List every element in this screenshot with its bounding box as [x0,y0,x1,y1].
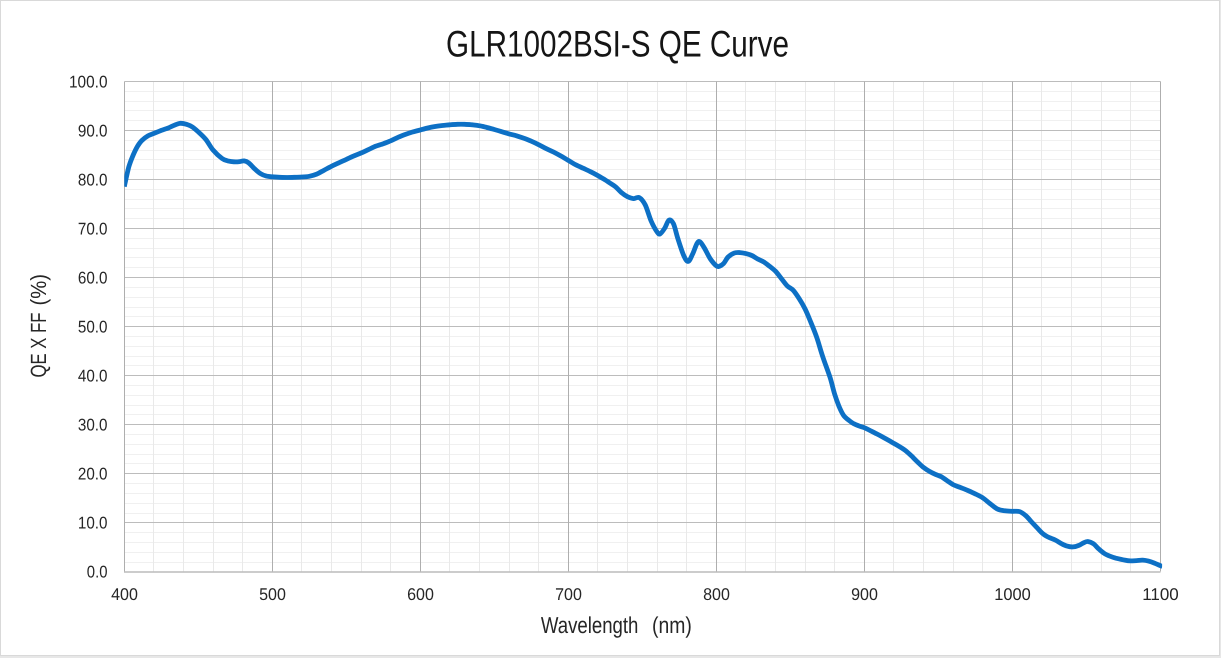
svg-text:20.0: 20.0 [78,465,108,484]
svg-text:Wavelength: Wavelength [541,612,639,638]
svg-text:60.0: 60.0 [78,269,108,288]
svg-text:GLR1002BSI-S QE Curve: GLR1002BSI-S QE Curve [446,24,789,65]
svg-text:900: 900 [851,585,878,604]
svg-text:30.0: 30.0 [78,416,108,435]
svg-text:0.0: 0.0 [87,563,108,582]
svg-text:80.0: 80.0 [78,171,108,190]
svg-text:1000: 1000 [994,585,1031,604]
svg-text:QE X FF: QE X FF [26,313,51,378]
svg-text:40.0: 40.0 [78,367,108,386]
svg-text:90.0: 90.0 [78,122,108,141]
svg-text:(nm): (nm) [652,612,692,638]
svg-text:(%): (%) [26,274,51,306]
svg-text:700: 700 [555,585,582,604]
svg-text:1100: 1100 [1142,585,1179,604]
svg-text:800: 800 [703,585,730,604]
svg-text:10.0: 10.0 [78,514,108,533]
svg-text:600: 600 [407,585,434,604]
svg-text:500: 500 [259,585,286,604]
svg-text:400: 400 [111,585,138,604]
svg-text:50.0: 50.0 [78,318,108,337]
svg-text:100.0: 100.0 [69,73,108,92]
svg-text:70.0: 70.0 [78,220,108,239]
